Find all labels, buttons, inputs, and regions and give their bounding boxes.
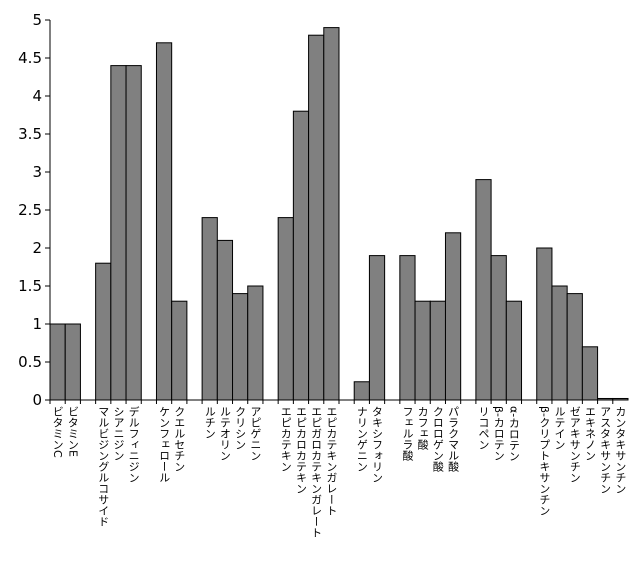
category-label: エキネノン [583,406,596,461]
bar [429,300,446,401]
category-label: α-カロテン [507,406,520,461]
category-label: ケンフェロール [158,406,171,483]
category-label: ビタミンC [51,406,64,458]
category-label: ルテイン [553,406,566,450]
bar [201,217,218,401]
category-label: デルフィニジン [127,405,140,483]
category-label: β-カロテン [492,406,505,461]
bar [353,381,370,401]
category-label: β-クリプトキサンチン [538,406,551,516]
y-tick-label: 0 [32,391,42,409]
category-label: エピカロカテキン [294,406,307,494]
category-label: クエルセチン [173,406,186,472]
category-label: ゼアキサンチン [568,406,581,483]
bar [308,34,325,401]
y-tick-label: 4 [32,87,42,105]
category-label: アスタキサンチン [599,406,612,494]
y-tick-label: 4.5 [18,49,42,67]
bar [368,255,386,401]
bar [566,293,583,401]
category-label: クロロゲン酸 [431,406,444,473]
y-tick-label: 2.5 [18,201,42,219]
bar [597,397,614,401]
y-tick-label: 1.5 [18,277,42,295]
category-label: エピカテキン [279,406,292,472]
bar [551,285,568,401]
category-label: シアニジン [112,406,125,461]
category-label: アピゲニン [249,406,262,461]
category-label: ルテオリン [218,406,231,461]
bar [125,65,142,401]
bar [323,27,340,401]
bar [216,239,234,401]
bar [247,285,264,401]
bar [64,323,81,401]
bar [292,110,310,401]
category-label: タキシフォリン [371,406,384,483]
category-label: カンタキサンチン [614,406,627,494]
bar [414,300,431,401]
category-label: ビタミンE [66,406,79,457]
y-tick-label: 3.5 [18,125,42,143]
y-tick-label: 2 [32,239,42,257]
bar [49,323,66,401]
y-tick-label: 3 [32,163,42,181]
bar [110,65,127,401]
y-tick-label: 0.5 [18,353,42,371]
category-label: マルビジングルコサイド [97,406,110,527]
bar [612,397,629,401]
bar [232,293,249,401]
y-tick-label: 1 [32,315,42,333]
bar [95,262,112,401]
category-label: クリシン [234,406,247,450]
bar [505,300,523,401]
bar [171,300,188,401]
category-label: カフェ酸 [416,406,429,451]
category-label: ルチン [203,406,216,439]
category-label: フェルラ酸 [401,406,414,462]
bar [490,255,507,401]
category-label: ナリンゲニン [355,406,368,472]
bar [155,42,173,401]
bar [536,247,553,401]
bar [277,217,294,401]
bar [399,255,416,401]
category-label: エピガロカテキンガレート [310,406,323,538]
category-label: リコペン [477,406,490,450]
bar [475,179,492,401]
bar [444,232,462,401]
category-label: パラクマル酸 [447,406,460,473]
category-label: エピカテキンガレート [325,406,338,516]
y-tick-label: 5 [32,11,42,29]
bar [581,346,599,401]
